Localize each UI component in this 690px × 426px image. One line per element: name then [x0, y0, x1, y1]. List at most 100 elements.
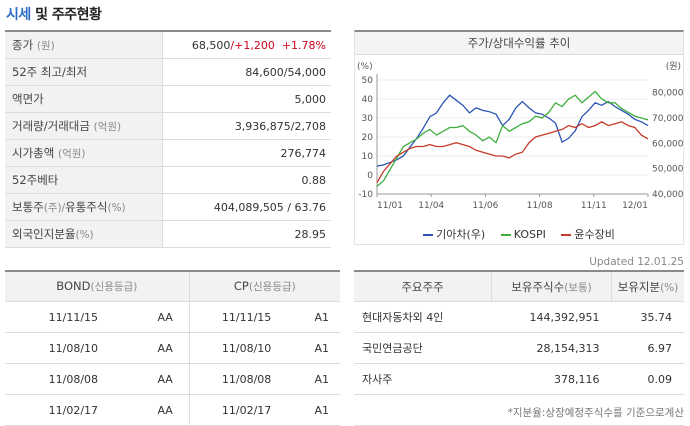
- stat-label: 52주베타: [12, 173, 59, 187]
- left-tick-label: 10: [362, 152, 374, 162]
- holder-pct: 35.74: [611, 301, 684, 333]
- table-row: 국민연금공단 28,154,313 6.97: [354, 332, 684, 364]
- title-accent: 시세: [6, 7, 31, 23]
- stat-label: 시가총액: [12, 146, 55, 160]
- left-tick-label: 0: [367, 171, 373, 181]
- legend-item: 윤수장비: [561, 228, 615, 241]
- stat-unit: (%): [75, 229, 94, 241]
- cp-date: 11/08/08: [188, 363, 304, 395]
- cp-rating: A1: [303, 394, 340, 426]
- holder-shares: 144,392,951: [491, 301, 612, 333]
- bond-date: 11/11/15: [5, 301, 142, 333]
- holder-pct: 6.97: [611, 332, 684, 364]
- close-price: 68,500: [191, 38, 231, 52]
- table-row: 52주 최고/최저 84,600/54,000: [5, 58, 331, 86]
- legend-label: 윤수장비: [574, 228, 615, 241]
- cp-rating: A1: [303, 363, 340, 395]
- cp-date: 11/02/17: [188, 394, 304, 426]
- price-stats-table: 종가 (원) 68,500/+1,200 +1.78% 52주 최고/최저 84…: [5, 30, 331, 248]
- header-label: 보유주식수: [511, 279, 565, 294]
- legend-item: KOSPI: [500, 228, 546, 241]
- right-tick-label: 50,000: [652, 165, 683, 175]
- table-row: 11/08/10 AA 11/08/10 A1: [5, 332, 340, 364]
- chart-legend: 기아차(우) KOSPI 윤수장비: [355, 226, 683, 242]
- table-header-row: BOND(신용등급) CP(신용등급): [5, 271, 340, 302]
- left-tick-label: 40: [362, 95, 374, 105]
- stat-value: 28.95: [162, 220, 331, 248]
- legend-swatch: [561, 234, 572, 236]
- bond-date: 11/02/17: [5, 394, 142, 426]
- right-tick-label: 40,000: [652, 190, 683, 200]
- bond-rating: AA: [141, 363, 190, 395]
- header-unit: (신용등급): [90, 281, 138, 293]
- x-tick-label: 11/08: [527, 201, 553, 211]
- price-change: /+1,200: [230, 38, 275, 52]
- holder-shares: 378,116: [491, 363, 612, 395]
- table-row: 52주베타 0.88: [5, 166, 331, 194]
- bond-rating: AA: [141, 332, 190, 364]
- table-row: 11/02/17 AA 11/02/17 A1: [5, 394, 340, 426]
- table-row: 11/08/08 AA 11/08/08 A1: [5, 363, 340, 395]
- stat-value: 3,936,875/2,708: [162, 112, 331, 140]
- table-row: 종가 (원) 68,500/+1,200 +1.78%: [5, 31, 331, 59]
- price-change-pct: +1.78%: [281, 38, 326, 52]
- cp-date: 11/11/15: [188, 301, 304, 333]
- left-tick-label: 20: [362, 133, 374, 143]
- table-row: 액면가 5,000: [5, 85, 331, 113]
- stat-value: 404,089,505 / 63.76: [162, 193, 331, 221]
- right-tick-label: 60,000: [652, 139, 683, 149]
- stat-unit: (억원): [93, 121, 122, 133]
- stat-label: 52주 최고/최저: [12, 65, 88, 79]
- x-tick-label: 11/04: [418, 201, 444, 211]
- price-chart-panel: 주가/상대수익률 추이 (%) (원) 50 40 30 20 10 0 -10 80,000 70…: [354, 30, 684, 245]
- right-tick-label: 70,000: [652, 114, 683, 124]
- stat-label: 종가: [12, 38, 34, 52]
- stat-unit: (원): [36, 40, 55, 52]
- stat-label: 액면가: [12, 92, 44, 106]
- holder-pct: 0.09: [611, 363, 684, 395]
- cp-date: 11/08/10: [188, 332, 304, 364]
- updated-stamp: Updated 12.01.25: [589, 256, 684, 268]
- stat-label: 거래량/거래대금: [12, 119, 90, 133]
- shareholders-table: 주요주주 보유주식수(보통) 보유지분(%) 현대자동차외 4인 144,392…: [354, 270, 684, 426]
- holder-name: 현대자동차외 4인: [354, 301, 492, 333]
- table-row: 거래량/거래대금 (억원) 3,936,875/2,708: [5, 112, 331, 140]
- price-chart: (%) (원) 50 40 30 20 10 0 -10 80,000 70,000 60,000 50…: [357, 61, 683, 211]
- chart-header: 주가/상대수익률 추이: [355, 32, 683, 55]
- stat-label: 외국인지분율: [12, 227, 76, 241]
- credit-rating-table: BOND(신용등급) CP(신용등급) 11/11/15 AA 11/11/15…: [5, 270, 340, 426]
- table-header-row: 주요주주 보유주식수(보통) 보유지분(%): [354, 271, 684, 302]
- stat-unit: (억원): [57, 148, 86, 160]
- legend-item: 기아차(우): [423, 228, 485, 241]
- table-row: 시가총액 (억원) 276,774: [5, 139, 331, 167]
- cp-rating: A1: [303, 301, 340, 333]
- table-row: 보통주(주)/유통주식(%) 404,089,505 / 63.76: [5, 193, 331, 221]
- legend-swatch: [423, 234, 434, 236]
- table-row: 자사주 378,116 0.09: [354, 363, 684, 395]
- bond-date: 11/08/08: [5, 363, 142, 395]
- stat-label: 보통주: [12, 200, 44, 214]
- header-unit: (%): [660, 281, 679, 294]
- header-label: BOND: [56, 279, 91, 293]
- left-tick-label: 50: [362, 76, 374, 86]
- table-row: 11/11/15 AA 11/11/15 A1: [5, 301, 340, 333]
- bond-rating: AA: [141, 301, 190, 333]
- x-tick-label: 11/01: [377, 201, 403, 211]
- series-line-2: [376, 121, 649, 183]
- stat-value: 0.88: [162, 166, 331, 194]
- left-tick-label: -10: [358, 190, 373, 200]
- bond-rating: AA: [141, 394, 190, 426]
- table-row: 외국인지분율(%) 28.95: [5, 220, 331, 248]
- series-line-1: [376, 90, 649, 187]
- section-title: 시세 및 주주현황: [6, 4, 102, 24]
- legend-label: 기아차(우): [436, 228, 486, 241]
- cp-rating: A1: [303, 332, 340, 364]
- stat-unit: (주)/: [43, 202, 66, 214]
- left-axis-unit: (%): [357, 62, 373, 72]
- legend-label: KOSPI: [513, 228, 546, 241]
- stat-label: 유통주식: [65, 200, 108, 214]
- holder-name: 자사주: [354, 363, 492, 395]
- header-unit: (신용등급): [248, 281, 296, 293]
- title-rest: 및 주주현황: [30, 7, 102, 23]
- stat-unit: (%): [107, 202, 126, 214]
